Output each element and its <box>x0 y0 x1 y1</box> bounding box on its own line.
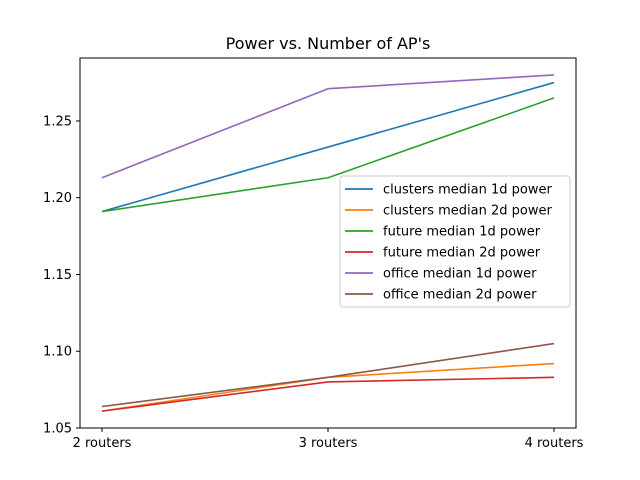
y-tick-label: 1.20 <box>43 191 72 206</box>
x-tick-label: 3 routers <box>299 436 358 451</box>
y-tick-label: 1.25 <box>43 114 72 129</box>
legend-label-4: office median 1d power <box>383 267 537 282</box>
series-line-5 <box>101 342 555 408</box>
legend-label-1: clusters median 2d power <box>383 204 552 219</box>
axes: 2 routers 3 routers 4 routers 1.05 1.10 1.15 1… <box>43 114 584 451</box>
legend-label-0: clusters median 1d power <box>383 183 552 198</box>
y-tick-label: 1.15 <box>43 268 72 283</box>
legend-label-3: future median 2d power <box>383 246 541 261</box>
plot-area <box>101 74 555 412</box>
series-line-2 <box>101 97 555 213</box>
legend-label-2: future median 1d power <box>383 225 541 240</box>
legend-label-5: office median 2d power <box>383 288 537 303</box>
series-line-0 <box>101 81 555 213</box>
chart-title: Power vs. Number of AP's <box>226 34 431 53</box>
legend: clusters median 1d power clusters median … <box>339 175 571 308</box>
x-tick-label: 2 routers <box>73 436 132 451</box>
series-line-4 <box>101 74 555 179</box>
y-tick-label: 1.05 <box>43 422 72 437</box>
series-line-3 <box>101 376 555 412</box>
legend-box <box>339 175 571 308</box>
x-tick-label: 4 routers <box>525 436 584 451</box>
y-tick-label: 1.10 <box>43 345 72 360</box>
